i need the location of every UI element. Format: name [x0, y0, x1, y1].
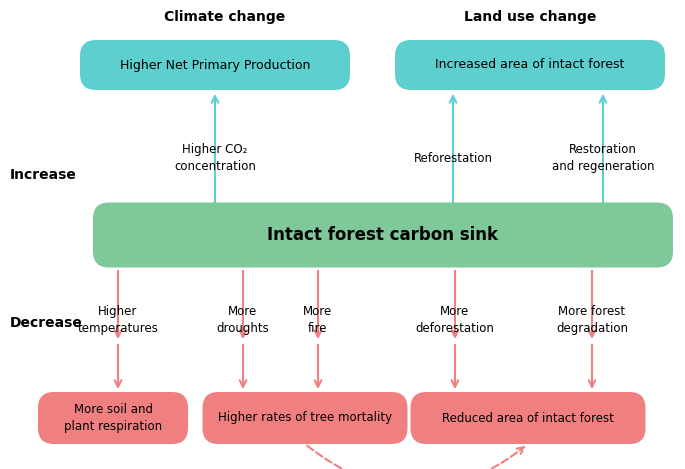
Text: Land use change: Land use change: [464, 10, 596, 24]
Text: Intact forest carbon sink: Intact forest carbon sink: [268, 226, 499, 244]
FancyBboxPatch shape: [203, 392, 408, 444]
FancyBboxPatch shape: [410, 392, 645, 444]
Text: Increase: Increase: [10, 168, 77, 182]
FancyBboxPatch shape: [38, 392, 188, 444]
Text: Higher rates of tree mortality: Higher rates of tree mortality: [218, 411, 392, 424]
Text: Reduced area of intact forest: Reduced area of intact forest: [442, 411, 614, 424]
Text: Increased area of intact forest: Increased area of intact forest: [435, 59, 625, 71]
FancyArrowPatch shape: [307, 446, 524, 469]
Text: Restoration
and regeneration: Restoration and regeneration: [551, 143, 654, 173]
Text: More
droughts: More droughts: [216, 305, 269, 335]
FancyBboxPatch shape: [80, 40, 350, 90]
Text: More soil and
plant respiration: More soil and plant respiration: [64, 403, 162, 433]
Text: Higher Net Primary Production: Higher Net Primary Production: [120, 59, 310, 71]
Text: Reforestation: Reforestation: [414, 151, 493, 165]
Text: More
fire: More fire: [303, 305, 333, 335]
FancyBboxPatch shape: [395, 40, 665, 90]
Text: Climate change: Climate change: [164, 10, 286, 24]
Text: Higher CO₂
concentration: Higher CO₂ concentration: [174, 143, 256, 173]
Text: Higher
temperatures: Higher temperatures: [77, 305, 158, 335]
Text: More forest
degradation: More forest degradation: [556, 305, 628, 335]
FancyBboxPatch shape: [93, 203, 673, 267]
Text: Decrease: Decrease: [10, 316, 83, 330]
Text: More
deforestation: More deforestation: [416, 305, 495, 335]
